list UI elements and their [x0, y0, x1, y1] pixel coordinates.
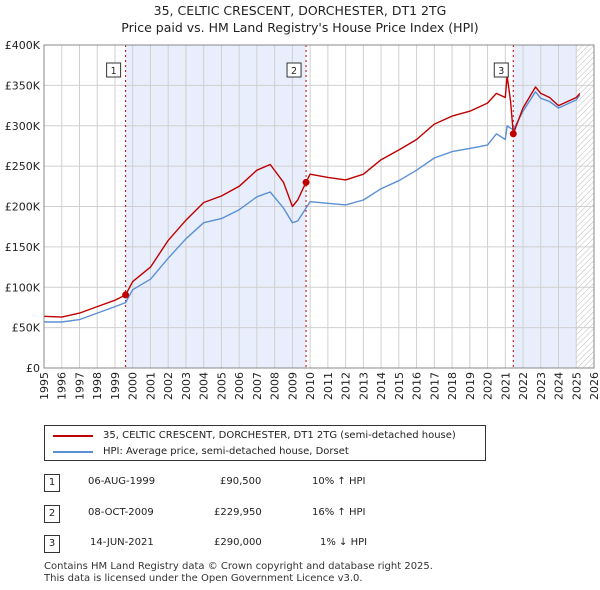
sale-label-box: [286, 62, 302, 78]
sale-label-box: [493, 62, 509, 78]
y-tick-label: £350K: [5, 79, 41, 92]
sale-label: 1: [111, 66, 117, 77]
transaction-hpi: 10% ↑ HPI: [312, 476, 366, 487]
property-price-line: [43, 74, 581, 318]
sale-point: [122, 291, 130, 299]
sale-point: [302, 178, 310, 186]
y-tick-label: £100K: [5, 281, 41, 294]
x-tick-label: 2024: [553, 372, 566, 400]
footer-copyright: Contains HM Land Registry data © Crown c…: [44, 561, 433, 572]
x-tick-label: 2003: [180, 372, 193, 400]
y-tick-label: £250K: [5, 160, 41, 173]
x-tick-label: 2018: [446, 372, 459, 400]
x-tick-label: 2012: [340, 372, 353, 400]
x-tick-label: 2005: [215, 372, 228, 400]
x-tick-label: 2000: [127, 372, 140, 400]
x-tick-label: 2023: [535, 372, 548, 400]
transaction-number: 1: [44, 474, 60, 492]
footer-license: This data is licensed under the Open Gov…: [44, 573, 363, 584]
legend-label-property: 35, CELTIC CRESCENT, DORCHESTER, DT1 2TG…: [103, 430, 456, 441]
x-tick-label: 1996: [56, 372, 69, 400]
chart-legend: 35, CELTIC CRESCENT, DORCHESTER, DT1 2TG…: [44, 425, 486, 461]
plot-frame: [43, 44, 595, 369]
transaction-price: £90,500: [220, 476, 262, 487]
y-tick-label: £400K: [5, 39, 41, 52]
x-tick-label: 2019: [464, 372, 477, 400]
x-tick-label: 1997: [73, 372, 86, 400]
x-tick-label: 2004: [198, 372, 211, 400]
x-tick-label: 2014: [375, 372, 388, 400]
x-tick-label: 2011: [322, 372, 335, 400]
x-tick-label: 2008: [269, 372, 282, 400]
transaction-hpi: 1% ↓ HPI: [320, 537, 368, 548]
price-chart: 1 2 3 £0 £50K £100K £150K £200K £250K £300K £350K…: [5, 39, 600, 400]
x-tick-label: 2026: [588, 372, 600, 400]
y-tick-label: £300K: [5, 120, 41, 133]
chart-subtitle: Price paid vs. HM Land Registry's House …: [121, 20, 479, 35]
sale-label: 2: [291, 66, 297, 77]
y-tick-label: £50K: [12, 322, 41, 335]
x-tick-label: 2020: [482, 372, 495, 400]
sale-label-box: [106, 62, 122, 78]
x-tick-label: 2010: [304, 372, 317, 400]
x-tick-label: 2007: [251, 372, 264, 400]
transaction-date: 08-OCT-2009: [88, 507, 154, 518]
x-tick-label: 2002: [162, 372, 175, 400]
x-tick-label: 2016: [411, 372, 424, 400]
x-tick-label: 2006: [233, 372, 246, 400]
x-tick-label: 2025: [570, 372, 583, 400]
sale-label: 3: [498, 66, 504, 77]
x-tick-label: 2001: [144, 372, 157, 400]
x-tick-label: 1998: [91, 372, 104, 400]
legend-swatch-hpi: [53, 451, 93, 453]
x-tick-label: 2017: [428, 372, 441, 400]
transaction-price: £229,950: [214, 507, 262, 518]
footer-notice: Contains HM Land Registry data © Crown c…: [44, 561, 433, 585]
x-tick-label: 2013: [357, 372, 370, 400]
legend-swatch-property: [53, 435, 93, 437]
sale-point: [509, 130, 517, 138]
y-tick-label: £0: [26, 362, 40, 375]
transaction-number: 2: [44, 505, 60, 523]
x-tick-label: 2022: [517, 372, 530, 400]
transaction-date: 14-JUN-2021: [90, 537, 154, 548]
x-tick-label: 2009: [286, 372, 299, 400]
transaction-price: £290,000: [214, 537, 262, 548]
transaction-hpi: 16% ↑ HPI: [312, 507, 366, 518]
y-tick-label: £200K: [5, 201, 41, 214]
hpi-line: [44, 91, 581, 323]
transaction-date: 06-AUG-1999: [88, 476, 156, 487]
y-tick-label: £150K: [5, 241, 41, 254]
transaction-number: 3: [44, 535, 60, 553]
legend-label-hpi: HPI: Average price, semi-detached house,…: [103, 446, 349, 457]
x-tick-label: 2015: [393, 372, 406, 400]
chart-title: 35, CELTIC CRESCENT, DORCHESTER, DT1 2TG: [153, 3, 447, 18]
x-tick-label: 2021: [499, 372, 512, 400]
x-tick-label: 1999: [109, 372, 122, 400]
x-tick-label: 1995: [38, 372, 51, 400]
